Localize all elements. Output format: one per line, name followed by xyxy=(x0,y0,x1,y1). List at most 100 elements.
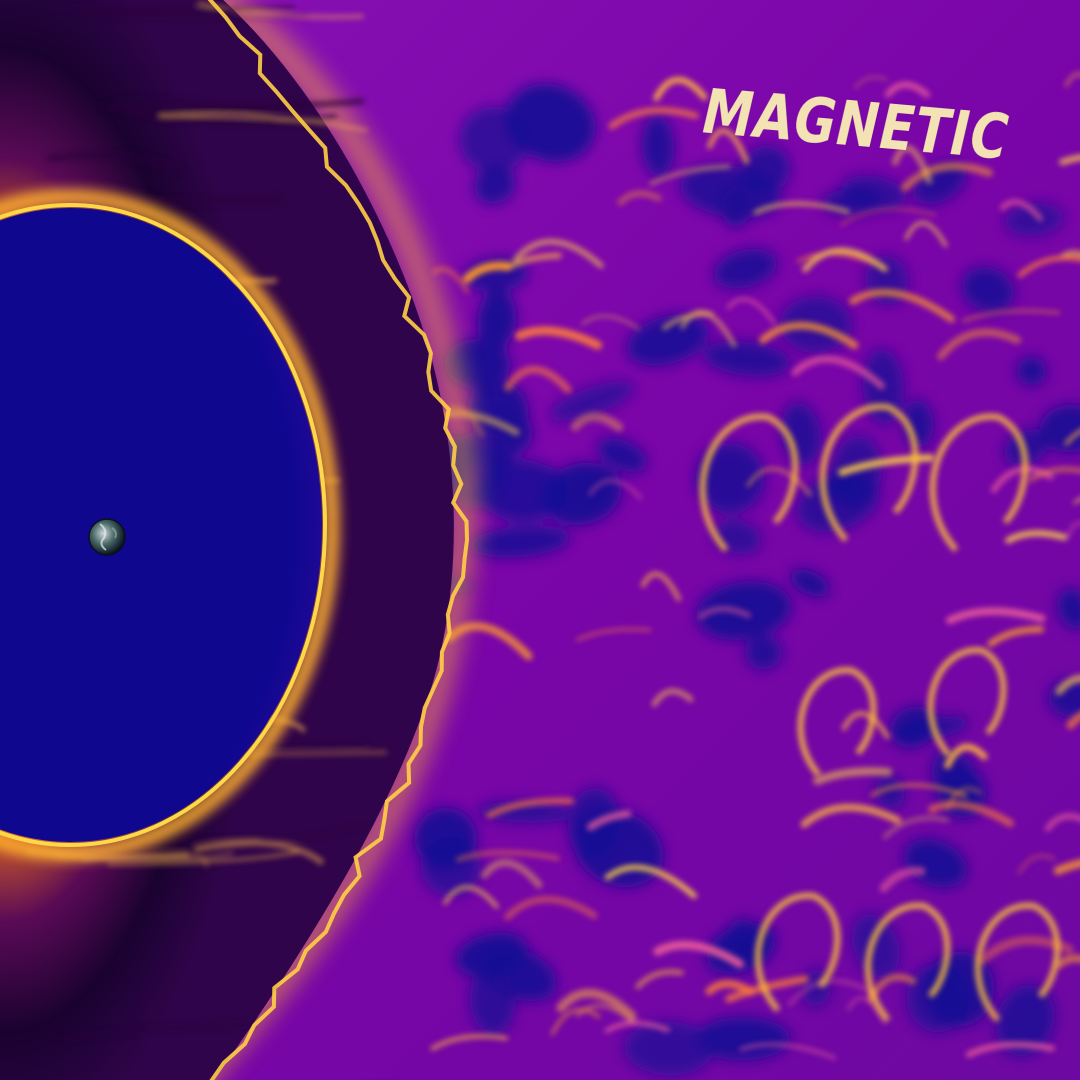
dark-plasma-cell xyxy=(597,437,647,473)
sheath-streak xyxy=(47,6,172,11)
bright-plasma-filament xyxy=(504,896,598,921)
bright-plasma-filament xyxy=(847,997,886,1025)
bright-plasma-filament xyxy=(739,1043,836,1060)
bright-plasma-filament xyxy=(839,207,937,227)
bright-plasma-filament xyxy=(987,626,1045,648)
dark-plasma-cell xyxy=(477,289,517,351)
dark-plasma-cell xyxy=(995,984,1055,1057)
wake-loop-arc xyxy=(927,647,1007,757)
bright-plasma-filament xyxy=(813,767,893,785)
bright-plasma-filament xyxy=(550,1008,601,1036)
dark-plasma-cell xyxy=(1039,404,1080,453)
bright-plasma-filament xyxy=(841,711,890,740)
bright-plasma-filament xyxy=(608,107,699,130)
bright-plasma-filament xyxy=(443,885,499,909)
bright-plasma-filament xyxy=(901,162,993,192)
dark-plasma-cell xyxy=(420,837,482,897)
sheath-streak xyxy=(85,11,311,19)
bright-plasma-filament xyxy=(928,800,1014,828)
sheath-streak xyxy=(107,850,299,866)
dark-plasma-cell xyxy=(695,442,765,514)
wake-loop-arcs xyxy=(699,403,1061,1022)
dark-plasma-cell xyxy=(477,801,571,824)
bright-plasma-filament xyxy=(462,261,512,283)
dark-plasma-cell xyxy=(624,1021,714,1076)
sheath-streak xyxy=(81,5,296,15)
turbulence-bright-filaments xyxy=(430,72,1080,1060)
bright-plasma-filament xyxy=(586,810,632,831)
bright-plasma-filament xyxy=(635,969,684,990)
dark-plasma-cell xyxy=(1016,356,1047,386)
bright-plasma-filament xyxy=(1055,674,1080,696)
earth-globe-icon xyxy=(88,518,126,556)
bright-plasma-filament xyxy=(455,850,560,862)
bright-plasma-filament xyxy=(617,190,662,206)
bright-plasma-filament xyxy=(904,221,948,248)
dark-plasma-cell xyxy=(931,749,979,808)
dark-plasma-cell xyxy=(875,775,905,809)
bright-plasma-filament xyxy=(662,312,714,331)
dark-plasma-cell xyxy=(790,569,830,597)
bright-plasma-filament xyxy=(944,743,988,769)
bright-plasma-filament xyxy=(649,165,731,186)
bright-plasma-filament xyxy=(570,412,624,432)
wake-loop-arc xyxy=(755,892,841,1012)
sheath-streak xyxy=(61,1021,255,1041)
dark-plasma-cell xyxy=(889,706,937,749)
dark-plasma-cell xyxy=(641,115,675,177)
dark-plasma-cell xyxy=(903,838,968,888)
bright-plasma-filament xyxy=(698,606,752,620)
bright-plasma-filament xyxy=(515,326,603,350)
bright-plasma-filament xyxy=(1064,72,1080,88)
bright-plasma-filament xyxy=(879,866,926,893)
dark-plasma-cell xyxy=(961,266,1015,313)
bright-plasma-filament xyxy=(653,940,744,968)
bright-plasma-filament xyxy=(884,81,931,98)
bright-plasma-filament xyxy=(791,355,885,390)
magnetopause-glow xyxy=(0,189,340,861)
bright-plasma-filament xyxy=(1066,711,1080,730)
bright-plasma-filament xyxy=(480,859,543,889)
dark-plasma-cell xyxy=(482,946,557,1002)
dark-plasma-cell xyxy=(550,381,634,422)
bright-plasma-filament xyxy=(962,309,1060,322)
sheath-streak xyxy=(150,112,338,126)
bright-plasma-filament xyxy=(576,627,652,642)
bright-plasma-filament xyxy=(802,247,888,273)
bright-plasma-filament xyxy=(504,365,572,394)
dark-plasma-cell xyxy=(469,526,570,558)
bright-plasma-filament xyxy=(965,1041,1055,1058)
bright-plasma-filament xyxy=(999,199,1043,222)
sheath-streak xyxy=(125,98,365,115)
bright-plasma-filament xyxy=(1017,255,1080,278)
bright-plasma-filament xyxy=(759,321,859,349)
bright-plasma-filament xyxy=(1059,154,1080,166)
wake-loop-arc xyxy=(819,403,919,542)
bright-plasma-filament xyxy=(1064,429,1080,446)
bright-plasma-filament xyxy=(726,297,776,325)
bright-plasma-filament xyxy=(854,76,888,89)
bright-plasma-filament xyxy=(556,988,637,1021)
bright-plasma-filament xyxy=(604,1021,670,1033)
dark-plasma-cell xyxy=(474,165,516,205)
wake-loop-arc xyxy=(929,413,1029,552)
bright-plasma-filament xyxy=(753,202,850,214)
dark-plasma-cell xyxy=(1004,428,1049,466)
bow-shock-glow xyxy=(180,0,477,1080)
bright-plasma-filament xyxy=(651,688,694,707)
bright-plasma-filament xyxy=(1060,250,1080,259)
bow-shock-edge xyxy=(207,0,470,1080)
wake-loop-arc xyxy=(699,413,799,552)
bright-plasma-filament xyxy=(430,1034,508,1051)
bright-plasma-filament xyxy=(1053,859,1080,875)
bright-plasma-filament xyxy=(892,145,933,185)
bright-plasma-filament xyxy=(653,77,708,102)
bright-plasma-filament xyxy=(1028,466,1080,483)
sheath-streak xyxy=(159,113,368,132)
dark-plasma-cell xyxy=(703,340,791,377)
dark-plasma-cell xyxy=(694,1017,791,1061)
bright-plasma-filament xyxy=(486,797,575,819)
dark-plasma-cell xyxy=(476,459,568,522)
